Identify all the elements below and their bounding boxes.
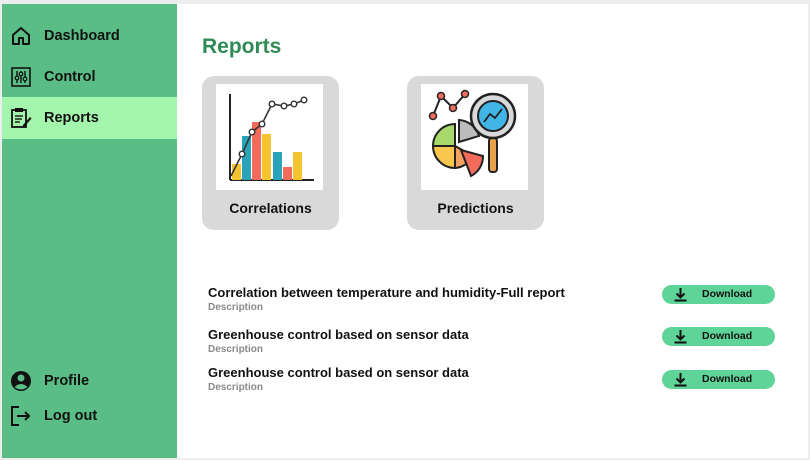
predictions-card[interactable]: Predictions [407,76,544,230]
sidebar: Dashboard Control Reports Profile Log ou… [2,4,177,458]
report-title: Greenhouse control based on sensor data [208,327,469,342]
sidebar-item-logout[interactable]: Log out [2,395,177,437]
report-title: Greenhouse control based on sensor data [208,365,469,380]
download-label: Download [702,330,753,342]
report-item: Correlation between temperature and humi… [208,285,648,313]
home-icon [10,25,32,47]
logout-icon [10,405,32,427]
download-icon [673,287,688,302]
report-description: Description [208,344,264,355]
report-description: Description [208,302,264,313]
sidebar-item-label: Log out [44,408,98,424]
download-icon [673,372,688,387]
sidebar-item-label: Control [44,69,96,85]
bar-line-chart-icon [216,84,323,190]
download-icon [673,329,688,344]
main-content: Reports [177,4,808,458]
card-label: Correlations [229,200,312,216]
sidebar-item-label: Dashboard [44,28,120,44]
app-window: Dashboard Control Reports Profile Log ou… [2,4,808,458]
pie-magnifier-icon [421,84,528,190]
user-circle-icon [10,370,32,392]
sidebar-item-label: Reports [44,110,99,126]
report-item: Greenhouse control based on sensor data … [208,365,648,393]
download-label: Download [702,373,753,385]
report-description: Description [208,382,264,393]
download-button[interactable]: Download [662,370,775,389]
sliders-icon [10,66,32,88]
download-label: Download [702,288,753,300]
download-button[interactable]: Download [662,327,775,346]
correlations-card[interactable]: Correlations [202,76,339,230]
sidebar-item-reports[interactable]: Reports [2,97,177,139]
clipboard-edit-icon [10,107,32,129]
sidebar-item-dashboard[interactable]: Dashboard [2,15,177,57]
download-button[interactable]: Download [662,285,775,304]
report-title: Correlation between temperature and humi… [208,285,565,300]
sidebar-item-control[interactable]: Control [2,56,177,98]
page-title: Reports [202,35,282,58]
sidebar-item-profile[interactable]: Profile [2,360,177,402]
card-label: Predictions [437,200,514,216]
report-item: Greenhouse control based on sensor data … [208,327,648,355]
sidebar-item-label: Profile [44,373,90,389]
